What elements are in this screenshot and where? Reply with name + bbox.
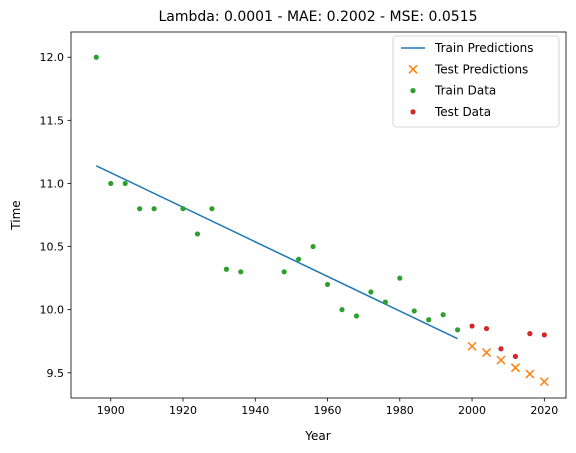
legend-label-train-data: Train Data [434,84,496,98]
train-data-point-18 [397,275,403,281]
axes: 1900 1920 1940 1960 1980 2000 2020 9.5 10.0 10.5 1… [40,31,567,417]
train-data-point-8 [223,266,229,272]
train-data-point-14 [339,307,345,313]
train-data-point-1 [108,180,114,187]
test-data-point-1 [483,325,490,332]
train-data-point-19 [411,308,417,314]
train-data-point-12 [310,243,316,250]
legend-label-test-predictions: Test Predictions [434,62,528,76]
test-predictions-point-2-stroke-b [496,355,506,365]
train-data-point-22 [455,327,461,333]
y-tick-label-12: 12.0 [40,51,65,64]
x-tick-label-1980: 1980 [386,404,414,417]
test-predictions-point-5 [539,377,549,387]
x-tick-label-1940: 1940 [241,404,269,417]
y-tick-label-11: 11.0 [40,177,65,190]
chart-title: Lambda: 0.0001 - MAE: 0.2002 - MSE: 0.05… [158,9,477,25]
test-predictions-point-3-stroke-b [510,363,520,373]
train-data-point-20 [426,317,432,323]
plot-frame [70,31,567,399]
test-predictions-point-4 [525,369,535,379]
train-predictions-line [95,165,458,340]
x-tick-label-2020: 2020 [530,404,558,417]
test-data-point-4 [527,331,533,337]
legend-box [392,35,560,128]
train-data-point-17 [382,299,388,305]
test-predictions-point-1-stroke-b [481,348,492,358]
train-data-point-4 [151,206,157,212]
train-data-point-13 [324,281,331,288]
train-data-point-7 [209,206,215,212]
y-tick-label-10: 10.0 [40,304,65,317]
test-predictions-point-0 [467,341,477,351]
test-predictions-point-1 [481,348,492,358]
legend-label-test-data: Test Data [434,105,491,119]
train-data-point-15 [353,313,360,319]
train-data-point-21 [440,312,446,318]
test-data-point-5 [541,332,547,338]
train-data-point-5 [180,206,186,212]
train-data-point-3 [137,206,143,212]
y-tick-label-10.5: 10.5 [40,241,65,254]
test-predictions-point-5-stroke-b [539,377,549,387]
train-data-point-6 [194,231,201,237]
test-predictions-point-3 [510,363,520,373]
train-data-point-0 [93,54,99,60]
legend-handle-train-data [410,88,416,94]
x-tick-label-1920: 1920 [169,404,197,417]
legend: Train Predictions Test Predictions Train D… [392,35,560,128]
x-axis-label: Year [304,429,330,443]
train-data-point-10 [281,269,287,275]
legend-handle-test-predictions [408,64,418,74]
x-tick-label-1900: 1900 [97,404,125,417]
train-data-point-9 [238,269,244,275]
legend-handle-test-predictions-stroke-b [408,64,418,74]
plot-area [93,54,549,387]
test-predictions-point-0-stroke-b [467,341,477,351]
y-tick-label-9.5: 9.5 [47,367,65,380]
train-data-point-16 [368,289,374,295]
test-predictions-point-4-stroke-b [525,369,535,379]
train-data-point-2 [122,180,128,187]
x-tick-label-2000: 2000 [458,404,486,417]
y-axis-label: Time [9,200,23,230]
test-data-point-3 [512,353,519,359]
test-data-point-0 [469,323,475,329]
x-tick-label-1960: 1960 [314,404,342,417]
legend-label-train-predictions: Train Predictions [434,41,533,55]
test-data-point-2 [498,346,504,352]
train-data-point-11 [296,256,302,262]
y-tick-label-11.5: 11.5 [40,114,65,127]
test-predictions-point-2 [496,355,506,365]
legend-handle-test-data [410,109,416,115]
